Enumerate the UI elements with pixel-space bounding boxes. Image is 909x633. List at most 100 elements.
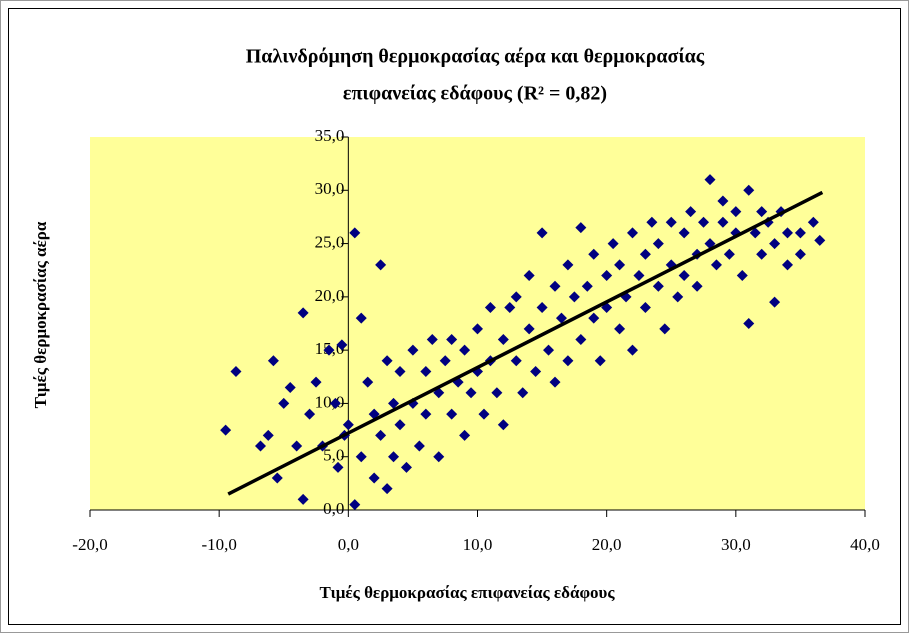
point xyxy=(433,451,445,463)
point xyxy=(459,429,471,441)
point xyxy=(769,238,781,250)
y-tick-label: 5,0 xyxy=(323,446,344,465)
y-axis-title: Τιμές θερμοκρασίας αέρα xyxy=(31,221,50,408)
point xyxy=(685,206,697,218)
point xyxy=(491,387,503,399)
point xyxy=(581,280,593,292)
point xyxy=(368,472,380,484)
point xyxy=(478,408,490,420)
point xyxy=(736,270,748,282)
point xyxy=(504,302,516,314)
point xyxy=(794,227,806,239)
x-tick-label: 40,0 xyxy=(850,535,880,554)
point xyxy=(523,270,535,282)
point xyxy=(646,216,658,228)
point xyxy=(749,227,761,239)
point xyxy=(388,451,400,463)
point xyxy=(627,344,638,356)
point xyxy=(420,365,432,377)
point xyxy=(639,302,651,314)
point xyxy=(420,408,432,420)
point xyxy=(717,195,729,207)
point xyxy=(510,355,522,367)
y-tick-label: 30,0 xyxy=(315,179,345,198)
point xyxy=(627,227,638,239)
point xyxy=(575,222,587,234)
point xyxy=(342,419,354,431)
point xyxy=(794,248,806,260)
point xyxy=(639,248,651,260)
point xyxy=(530,365,542,377)
point xyxy=(678,270,690,282)
point xyxy=(332,461,344,473)
point xyxy=(665,216,677,228)
point xyxy=(439,355,451,367)
point xyxy=(691,280,703,292)
point xyxy=(220,424,232,436)
point xyxy=(549,376,561,388)
point xyxy=(607,238,619,250)
point xyxy=(271,472,283,484)
point xyxy=(652,280,664,292)
point xyxy=(536,227,548,239)
x-tick-label: -10,0 xyxy=(201,535,236,554)
point xyxy=(472,323,483,335)
point xyxy=(543,344,555,356)
x-tick-label: 20,0 xyxy=(592,535,622,554)
point xyxy=(730,206,742,218)
y-tick-label: 25,0 xyxy=(315,232,345,251)
point xyxy=(400,461,412,473)
point xyxy=(394,419,406,431)
point xyxy=(446,333,458,345)
point xyxy=(310,376,322,388)
point xyxy=(588,248,600,260)
point xyxy=(782,227,793,239)
chart-title: Παλινδρόμηση θερμοκρασίας αέρα και θερμο… xyxy=(246,46,705,68)
point xyxy=(807,216,819,228)
y-tick-label: 10,0 xyxy=(315,392,345,411)
point xyxy=(814,234,826,246)
point xyxy=(388,397,400,409)
point xyxy=(255,440,266,452)
point xyxy=(756,206,768,218)
point xyxy=(278,397,290,409)
point xyxy=(510,291,522,303)
point xyxy=(497,419,509,431)
point xyxy=(756,248,768,260)
point xyxy=(349,499,361,511)
point xyxy=(465,387,477,399)
point xyxy=(659,323,671,335)
point xyxy=(446,408,458,420)
point xyxy=(329,397,341,409)
x-tick-label: 30,0 xyxy=(721,535,751,554)
point xyxy=(297,493,309,505)
point xyxy=(291,440,303,452)
point xyxy=(381,483,393,495)
point xyxy=(355,312,367,324)
point xyxy=(413,440,425,452)
point xyxy=(568,291,580,303)
point xyxy=(349,227,361,239)
x-tick-label: 0,0 xyxy=(338,535,359,554)
x-tick-label: 10,0 xyxy=(463,535,493,554)
point xyxy=(375,259,387,271)
point xyxy=(523,323,535,335)
point xyxy=(459,344,471,356)
point xyxy=(723,248,735,260)
y-tick-label: 35,0 xyxy=(315,126,345,145)
point xyxy=(601,270,613,282)
point xyxy=(743,184,755,196)
trendline xyxy=(227,190,824,496)
point xyxy=(549,280,561,292)
point xyxy=(672,291,684,303)
point xyxy=(588,312,600,324)
point xyxy=(678,227,690,239)
x-axis-title: Τιμές θερμοκρασίας επιφανείας εδάφους xyxy=(319,583,615,602)
y-tick-label: 20,0 xyxy=(315,286,345,305)
point xyxy=(355,451,367,463)
point xyxy=(717,216,729,228)
y-tick-label: 0,0 xyxy=(323,499,344,518)
point xyxy=(284,381,296,393)
point xyxy=(698,216,710,228)
